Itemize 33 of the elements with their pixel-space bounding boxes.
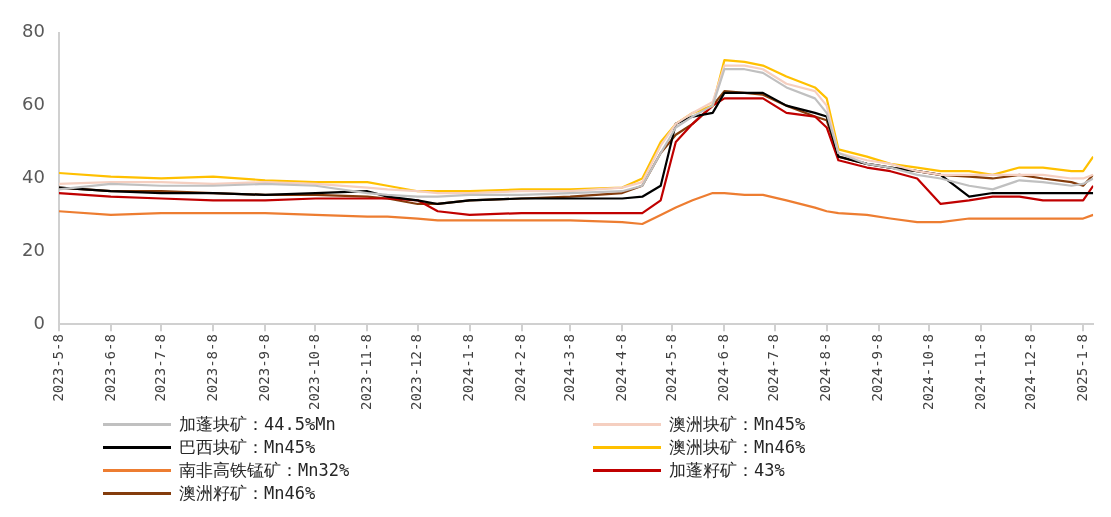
x-tick-label: 2024-12-8 — [1021, 334, 1038, 410]
x-tick-label: 2023-9-8 — [255, 334, 272, 402]
x-tick-label: 2024-7-8 — [765, 334, 782, 402]
x-tick-label: 2023-8-8 — [203, 334, 220, 402]
x-tick-label: 2024-1-8 — [460, 334, 477, 402]
x-tick-label: 2023-6-8 — [101, 334, 118, 402]
x-tick-label: 2024-3-8 — [560, 334, 577, 402]
legend-label: 巴西块矿：Mn45% — [179, 436, 316, 459]
y-tick-label: 40 — [22, 166, 45, 188]
y-tick-label: 0 — [33, 311, 45, 333]
y-tick-label: 80 — [22, 20, 45, 42]
x-tick-label: 2024-4-8 — [612, 334, 629, 402]
legend-label: 澳洲块矿：Mn46% — [669, 436, 806, 459]
legend-label: 澳洲籽矿：Mn46% — [179, 482, 316, 505]
x-tick-label: 2024-6-8 — [715, 334, 732, 402]
legend-label: 加蓬籽矿：43% — [669, 459, 785, 482]
legend-label: 澳洲块矿：Mn45% — [669, 413, 806, 436]
legend-label: 加蓬块矿：44.5%Mn — [179, 413, 336, 436]
x-tick-label: 2025-1-8 — [1073, 334, 1090, 402]
x-tick-label: 2024-5-8 — [663, 334, 680, 402]
x-tick-label: 2024-11-8 — [971, 334, 988, 410]
x-tick-label: 2023-11-8 — [357, 334, 374, 410]
y-tick-label: 20 — [22, 238, 45, 260]
x-tick-label: 2023-10-8 — [306, 334, 323, 410]
legend-label: 南非高铁锰矿：Mn32% — [179, 459, 350, 482]
x-tick-label: 2024-8-8 — [817, 334, 834, 402]
x-tick-label: 2023-12-8 — [408, 334, 425, 410]
x-tick-label: 2024-9-8 — [869, 334, 886, 402]
x-tick-label: 2023-7-8 — [151, 334, 168, 402]
x-tick-label: 2024-2-8 — [512, 334, 529, 402]
x-tick-label: 2023-5-8 — [49, 334, 66, 402]
y-tick-label: 60 — [22, 93, 45, 115]
x-tick-label: 2024-10-8 — [919, 334, 936, 410]
